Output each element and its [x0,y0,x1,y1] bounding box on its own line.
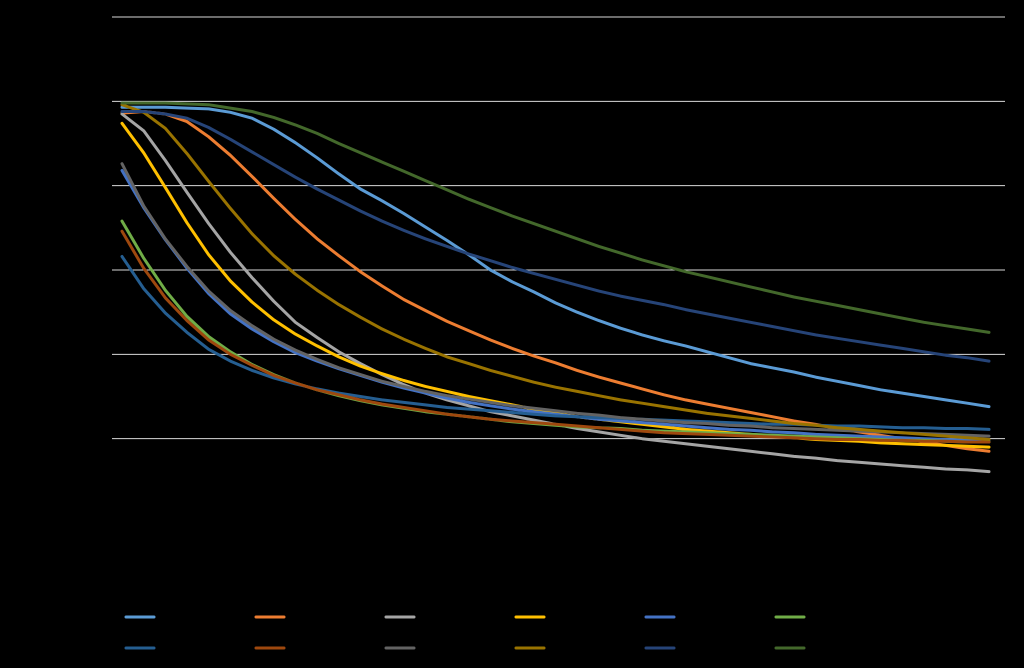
series-line-12 [120,101,991,334]
series-line-9 [120,162,991,438]
series-line-11 [120,110,991,363]
series-line-6 [120,219,991,444]
series-line-10 [120,103,991,441]
series-line-3 [120,112,991,474]
series-lines [120,101,991,474]
series-line-4 [120,121,991,449]
series-line-5 [120,169,991,443]
legend [124,615,806,650]
series-line-1 [120,105,991,409]
series-line-8 [120,229,991,444]
series-line-2 [120,110,991,453]
series-line-7 [120,255,991,431]
